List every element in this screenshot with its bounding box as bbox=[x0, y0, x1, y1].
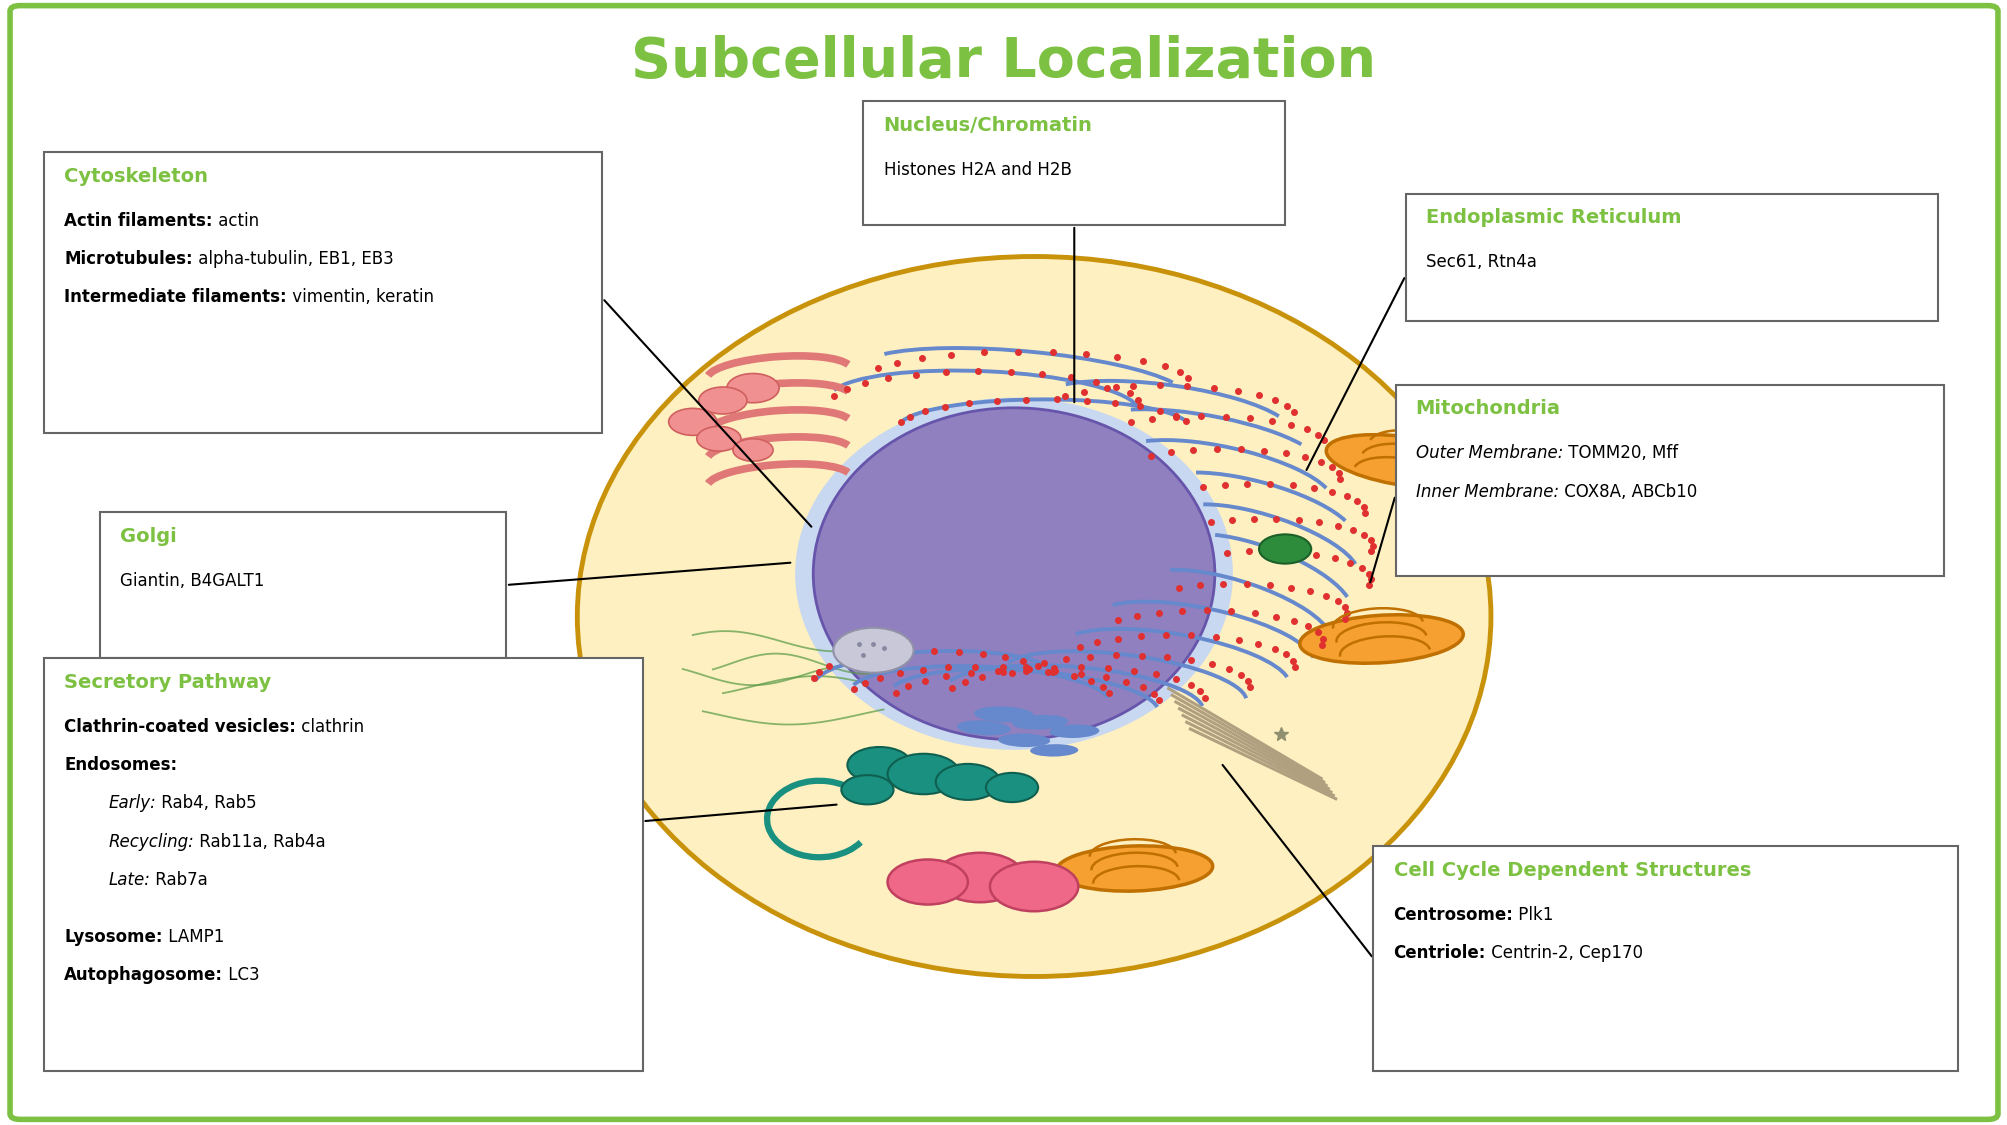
Text: COX8A, ABCb10: COX8A, ABCb10 bbox=[1557, 483, 1696, 501]
Circle shape bbox=[985, 773, 1038, 802]
Circle shape bbox=[847, 747, 911, 783]
Ellipse shape bbox=[997, 734, 1050, 747]
Text: Rab11a, Rab4a: Rab11a, Rab4a bbox=[195, 832, 325, 850]
Circle shape bbox=[833, 628, 913, 673]
Text: Endoplasmic Reticulum: Endoplasmic Reticulum bbox=[1425, 208, 1680, 227]
Text: Cell Cycle Dependent Structures: Cell Cycle Dependent Structures bbox=[1393, 861, 1750, 880]
Ellipse shape bbox=[1299, 614, 1463, 664]
Point bbox=[1313, 778, 1337, 792]
Text: alpha-tubulin, EB1, EB3: alpha-tubulin, EB1, EB3 bbox=[193, 250, 393, 268]
Text: LAMP1: LAMP1 bbox=[163, 928, 225, 946]
Line: 2 pts: 2 pts bbox=[1176, 702, 1325, 785]
FancyBboxPatch shape bbox=[100, 512, 506, 658]
Text: Sec61, Rtn4a: Sec61, Rtn4a bbox=[1425, 253, 1535, 271]
Ellipse shape bbox=[957, 720, 1010, 736]
Text: Centrosome:: Centrosome: bbox=[1393, 906, 1513, 924]
Ellipse shape bbox=[1012, 714, 1068, 730]
Circle shape bbox=[887, 860, 967, 904]
FancyBboxPatch shape bbox=[1373, 846, 1957, 1071]
Point bbox=[1156, 682, 1180, 695]
Ellipse shape bbox=[795, 397, 1232, 749]
Text: Recycling:: Recycling: bbox=[108, 832, 195, 850]
Text: Subcellular Localization: Subcellular Localization bbox=[630, 35, 1377, 89]
Text: Inner Membrane:: Inner Membrane: bbox=[1415, 483, 1557, 501]
Text: Lysosome:: Lysosome: bbox=[64, 928, 163, 946]
Text: Rab7a: Rab7a bbox=[151, 871, 209, 889]
FancyBboxPatch shape bbox=[44, 658, 642, 1071]
Ellipse shape bbox=[1050, 724, 1098, 738]
Circle shape bbox=[727, 374, 779, 403]
Point bbox=[1321, 789, 1345, 802]
Point bbox=[1323, 792, 1347, 806]
Text: TOMM20, Mff: TOMM20, Mff bbox=[1561, 444, 1678, 462]
Circle shape bbox=[887, 754, 959, 794]
Point bbox=[1309, 772, 1333, 785]
Text: Endosomes:: Endosomes: bbox=[64, 756, 177, 774]
Text: LC3: LC3 bbox=[223, 966, 259, 984]
Ellipse shape bbox=[1325, 434, 1485, 488]
Text: Giantin, B4GALT1: Giantin, B4GALT1 bbox=[120, 572, 265, 590]
Line: 2 pts: 2 pts bbox=[1168, 688, 1321, 778]
FancyBboxPatch shape bbox=[1405, 193, 1937, 321]
Text: vimentin, keratin: vimentin, keratin bbox=[287, 288, 434, 306]
Circle shape bbox=[935, 764, 999, 800]
Circle shape bbox=[935, 853, 1024, 902]
Circle shape bbox=[668, 408, 716, 435]
Circle shape bbox=[841, 775, 893, 804]
Text: Plk1: Plk1 bbox=[1513, 906, 1553, 924]
FancyBboxPatch shape bbox=[863, 101, 1284, 225]
Ellipse shape bbox=[813, 407, 1214, 740]
Line: 2 pts: 2 pts bbox=[1172, 695, 1323, 782]
Circle shape bbox=[733, 439, 773, 461]
Text: Intermediate filaments:: Intermediate filaments: bbox=[64, 288, 287, 306]
Text: Cytoskeleton: Cytoskeleton bbox=[64, 166, 209, 186]
Text: Late:: Late: bbox=[108, 871, 151, 889]
Text: Secretory Pathway: Secretory Pathway bbox=[64, 673, 271, 692]
Point bbox=[1317, 782, 1341, 795]
Text: Outer Membrane:: Outer Membrane: bbox=[1415, 444, 1561, 462]
Text: Microtubules:: Microtubules: bbox=[64, 250, 193, 268]
Text: Mitochondria: Mitochondria bbox=[1415, 399, 1559, 418]
Ellipse shape bbox=[578, 256, 1489, 976]
Text: Nucleus/Chromatin: Nucleus/Chromatin bbox=[883, 116, 1092, 135]
Text: Clathrin-coated vesicles:: Clathrin-coated vesicles: bbox=[64, 718, 295, 736]
Text: Rab4, Rab5: Rab4, Rab5 bbox=[157, 794, 257, 812]
Text: Early:: Early: bbox=[108, 794, 157, 812]
Text: actin: actin bbox=[213, 212, 259, 230]
Point bbox=[1311, 775, 1335, 789]
Text: Histones H2A and H2B: Histones H2A and H2B bbox=[883, 161, 1072, 179]
Text: clathrin: clathrin bbox=[295, 718, 363, 736]
Text: Centriole:: Centriole: bbox=[1393, 944, 1485, 962]
Line: 2 pts: 2 pts bbox=[1182, 716, 1331, 792]
Text: Golgi: Golgi bbox=[120, 526, 177, 546]
Text: Actin filaments:: Actin filaments: bbox=[64, 212, 213, 230]
FancyBboxPatch shape bbox=[44, 152, 602, 433]
Line: 2 pts: 2 pts bbox=[1190, 729, 1335, 799]
FancyBboxPatch shape bbox=[1395, 385, 1943, 576]
Circle shape bbox=[989, 862, 1078, 911]
Circle shape bbox=[1258, 534, 1311, 564]
Line: 2 pts: 2 pts bbox=[1186, 722, 1333, 795]
Point bbox=[1319, 785, 1343, 799]
Line: 2 pts: 2 pts bbox=[1178, 709, 1329, 789]
Circle shape bbox=[696, 426, 741, 451]
Ellipse shape bbox=[973, 706, 1034, 722]
Point bbox=[1166, 702, 1190, 716]
Point bbox=[1170, 709, 1194, 722]
Text: Autophagosome:: Autophagosome: bbox=[64, 966, 223, 984]
Point bbox=[1178, 722, 1202, 736]
Point bbox=[1174, 716, 1198, 729]
Text: Centrin-2, Cep170: Centrin-2, Cep170 bbox=[1485, 944, 1642, 962]
Circle shape bbox=[698, 387, 747, 414]
Ellipse shape bbox=[1030, 744, 1078, 757]
Ellipse shape bbox=[1056, 846, 1212, 891]
Point bbox=[1160, 688, 1184, 702]
Point bbox=[1164, 695, 1188, 709]
